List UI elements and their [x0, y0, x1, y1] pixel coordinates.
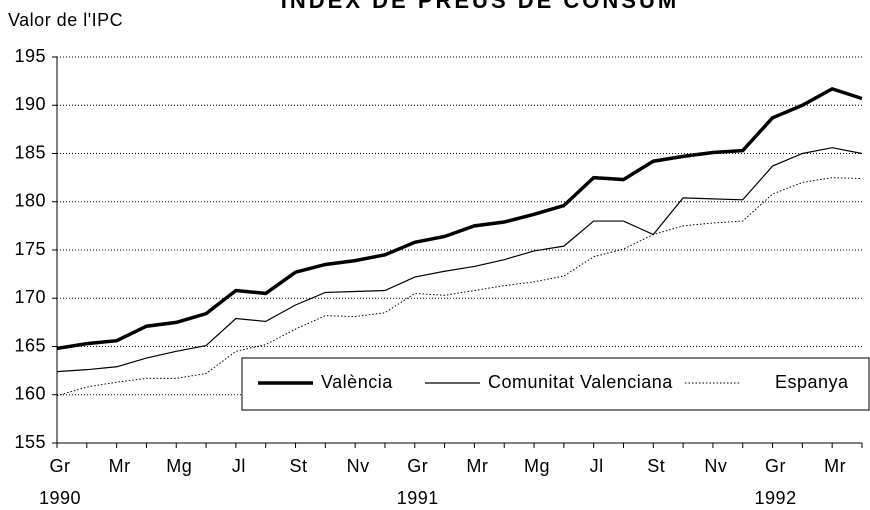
y-tick-label: 185 [14, 142, 46, 162]
x-tick-label: Mr [824, 456, 846, 476]
x-tick-label: St [647, 456, 665, 476]
y-tick-label: 195 [14, 46, 46, 66]
y-tick-label: 165 [14, 335, 46, 355]
x-tick-label: St [290, 456, 308, 476]
x-tick-label: Mg [524, 456, 550, 476]
x-tick-label: Nv [347, 456, 370, 476]
chart-title: ÍNDEX DE PREUS DE CONSUM [281, 0, 679, 13]
y-tick-label: 160 [14, 384, 46, 404]
series-line [56, 86, 863, 351]
x-tick-label: Mg [166, 456, 192, 476]
x-tick-label: Jl [590, 456, 604, 476]
x-tick-label: Mr [109, 456, 131, 476]
x-tick-label: Jl [232, 456, 246, 476]
y-tick-label: 175 [14, 239, 46, 259]
year-label: 1992 [755, 488, 797, 508]
legend-label: València [321, 372, 393, 392]
legend-box [241, 357, 870, 411]
legend-label: Comunitat Valenciana [488, 372, 673, 392]
y-axis-label: Valor de l'IPC [8, 10, 123, 30]
y-tick-label: 190 [14, 94, 46, 114]
x-tick-label: Nv [704, 456, 727, 476]
x-tick-label: Mr [466, 456, 488, 476]
x-tick-label: Gr [407, 456, 428, 476]
x-tick-label: Gr [50, 456, 71, 476]
y-tick-label: 170 [14, 287, 46, 307]
series-line [56, 147, 863, 373]
year-label: 1990 [39, 488, 81, 508]
legend-label: Espanya [775, 372, 849, 392]
x-tick-label: Gr [765, 456, 786, 476]
y-tick-label: 155 [14, 432, 46, 452]
year-label: 1991 [397, 488, 439, 508]
y-tick-label: 180 [14, 191, 46, 211]
